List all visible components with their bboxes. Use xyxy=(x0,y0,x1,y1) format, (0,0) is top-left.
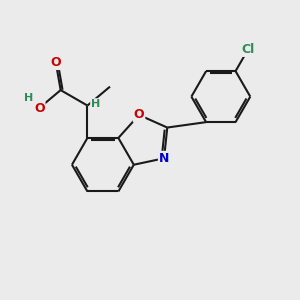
Text: O: O xyxy=(34,102,44,115)
Text: H: H xyxy=(24,93,34,103)
Text: O: O xyxy=(134,109,144,122)
Text: Cl: Cl xyxy=(242,43,255,56)
Text: O: O xyxy=(50,56,61,69)
Text: H: H xyxy=(91,99,100,109)
Text: N: N xyxy=(159,152,169,165)
